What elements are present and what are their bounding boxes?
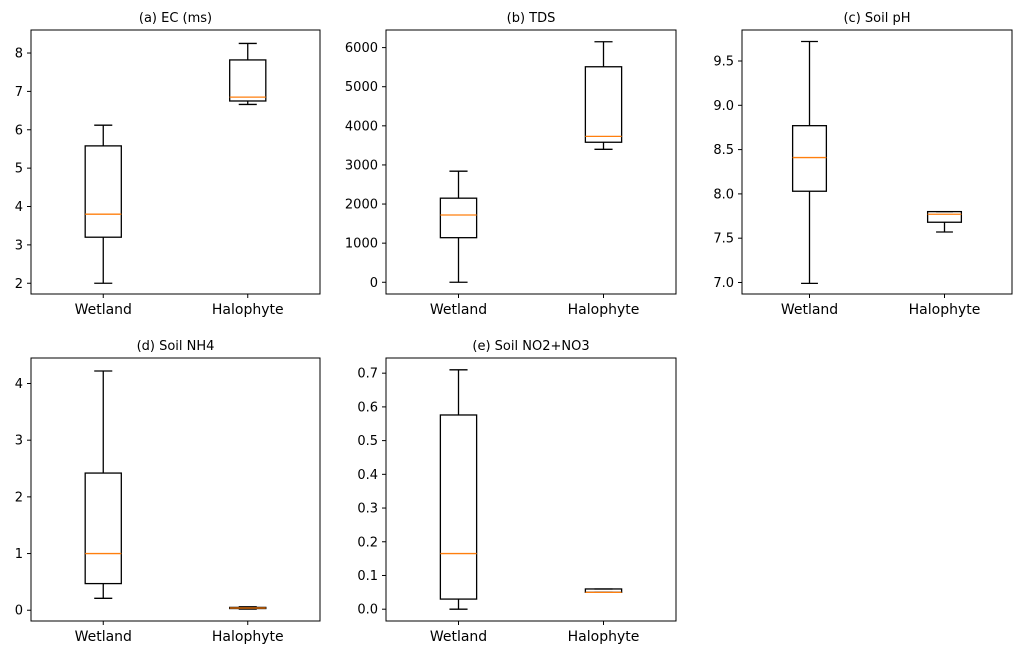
axes-frame bbox=[741, 29, 1013, 295]
y-tick-label: 4000 bbox=[345, 119, 378, 134]
y-tick-label: 2 bbox=[15, 490, 23, 505]
box-wetland bbox=[439, 369, 478, 610]
y-tick-label: 7.5 bbox=[713, 232, 734, 247]
y-tick-label: 0.7 bbox=[357, 367, 378, 382]
panel-title: (c) Soil pH bbox=[843, 11, 910, 26]
y-tick-label: 5000 bbox=[345, 80, 378, 95]
box-iqr bbox=[229, 59, 267, 102]
x-tick-label: Wetland bbox=[75, 302, 132, 318]
y-tick-label: 8.5 bbox=[713, 143, 734, 158]
y-tick-label: 1000 bbox=[345, 237, 378, 252]
y-tick-label: 0.2 bbox=[357, 535, 378, 550]
box-halophyte bbox=[584, 41, 623, 150]
x-tick-label: Wetland bbox=[781, 302, 838, 318]
y-tick-label: 3000 bbox=[345, 158, 378, 173]
y-tick-label: 7.0 bbox=[713, 276, 734, 291]
x-tick-label: Halophyte bbox=[568, 302, 640, 318]
y-tick-label: 6 bbox=[15, 123, 23, 138]
panel-3: (c) Soil pH 7.0 7.5 8.0 8.5 9.0 9.5 Wetland Halo… bbox=[713, 11, 1013, 318]
panel-5: (e) Soil NO2+NO3 0.0 0.1 0.2 0.3 0.4 0.5 0.6 0.7… bbox=[357, 339, 677, 645]
y-tick-label: 0 bbox=[370, 276, 378, 291]
box-iqr bbox=[84, 145, 122, 238]
y-tick-label: 0.4 bbox=[357, 468, 378, 483]
axes-frame bbox=[385, 29, 677, 295]
box-wetland bbox=[84, 370, 122, 599]
x-tick-label: Halophyte bbox=[212, 629, 284, 645]
panel-4: (d) Soil NH4 0 1 2 3 4 Wetland Halophyte bbox=[15, 339, 321, 645]
axes-frame bbox=[30, 29, 321, 295]
y-tick-label: 9.0 bbox=[713, 99, 734, 114]
x-tick-label: Halophyte bbox=[568, 629, 640, 645]
axes-frame bbox=[30, 357, 321, 622]
axes-frame bbox=[385, 357, 677, 622]
y-tick-label: 0.3 bbox=[357, 502, 378, 517]
y-tick-label: 8.0 bbox=[713, 187, 734, 202]
y-tick-label: 2 bbox=[15, 277, 23, 292]
y-tick-label: 9.5 bbox=[713, 55, 734, 70]
x-tick-label: Halophyte bbox=[909, 302, 981, 318]
panel-1: (a) EC (ms) 2 3 4 5 6 7 8 Wetland Halophyte bbox=[15, 11, 321, 318]
box-iqr bbox=[791, 125, 828, 192]
y-tick-label: 0.6 bbox=[357, 400, 378, 415]
y-tick-label: 3 bbox=[15, 434, 23, 449]
box-iqr bbox=[84, 472, 122, 585]
y-tick-label: 6000 bbox=[345, 41, 378, 56]
x-tick-label: Wetland bbox=[430, 629, 487, 645]
panel-title: (e) Soil NO2+NO3 bbox=[472, 339, 589, 354]
box-iqr bbox=[926, 210, 963, 223]
y-tick-label: 0.1 bbox=[357, 569, 378, 584]
y-tick-label: 4 bbox=[15, 200, 23, 215]
x-tick-label: Wetland bbox=[75, 629, 132, 645]
box-wetland bbox=[84, 124, 122, 284]
y-tick-label: 1 bbox=[15, 547, 23, 562]
panel-title: (d) Soil NH4 bbox=[137, 339, 215, 354]
y-tick-label: 0.0 bbox=[357, 603, 378, 618]
box-halophyte bbox=[229, 42, 267, 106]
box-wetland bbox=[791, 40, 828, 285]
panel-title: (a) EC (ms) bbox=[139, 11, 212, 26]
box-iqr bbox=[584, 66, 623, 143]
y-tick-label: 3 bbox=[15, 238, 23, 253]
y-tick-label: 2000 bbox=[345, 198, 378, 213]
y-tick-label: 4 bbox=[15, 377, 23, 392]
box-wetland bbox=[439, 170, 478, 283]
box-iqr bbox=[439, 197, 478, 239]
box-iqr bbox=[439, 414, 478, 600]
panel-title: (b) TDS bbox=[507, 11, 556, 26]
x-tick-label: Halophyte bbox=[212, 302, 284, 318]
box-halophyte bbox=[584, 588, 623, 593]
y-tick-label: 5 bbox=[15, 162, 23, 177]
y-tick-label: 0 bbox=[15, 604, 23, 619]
box-halophyte bbox=[229, 606, 267, 610]
box-halophyte bbox=[926, 210, 963, 233]
panel-2: (b) TDS 0 1000 2000 3000 4000 5000 6000 Wetland H… bbox=[345, 11, 677, 318]
y-tick-label: 8 bbox=[15, 47, 23, 62]
x-tick-label: Wetland bbox=[430, 302, 487, 318]
y-tick-label: 0.5 bbox=[357, 434, 378, 449]
y-tick-label: 7 bbox=[15, 85, 23, 100]
